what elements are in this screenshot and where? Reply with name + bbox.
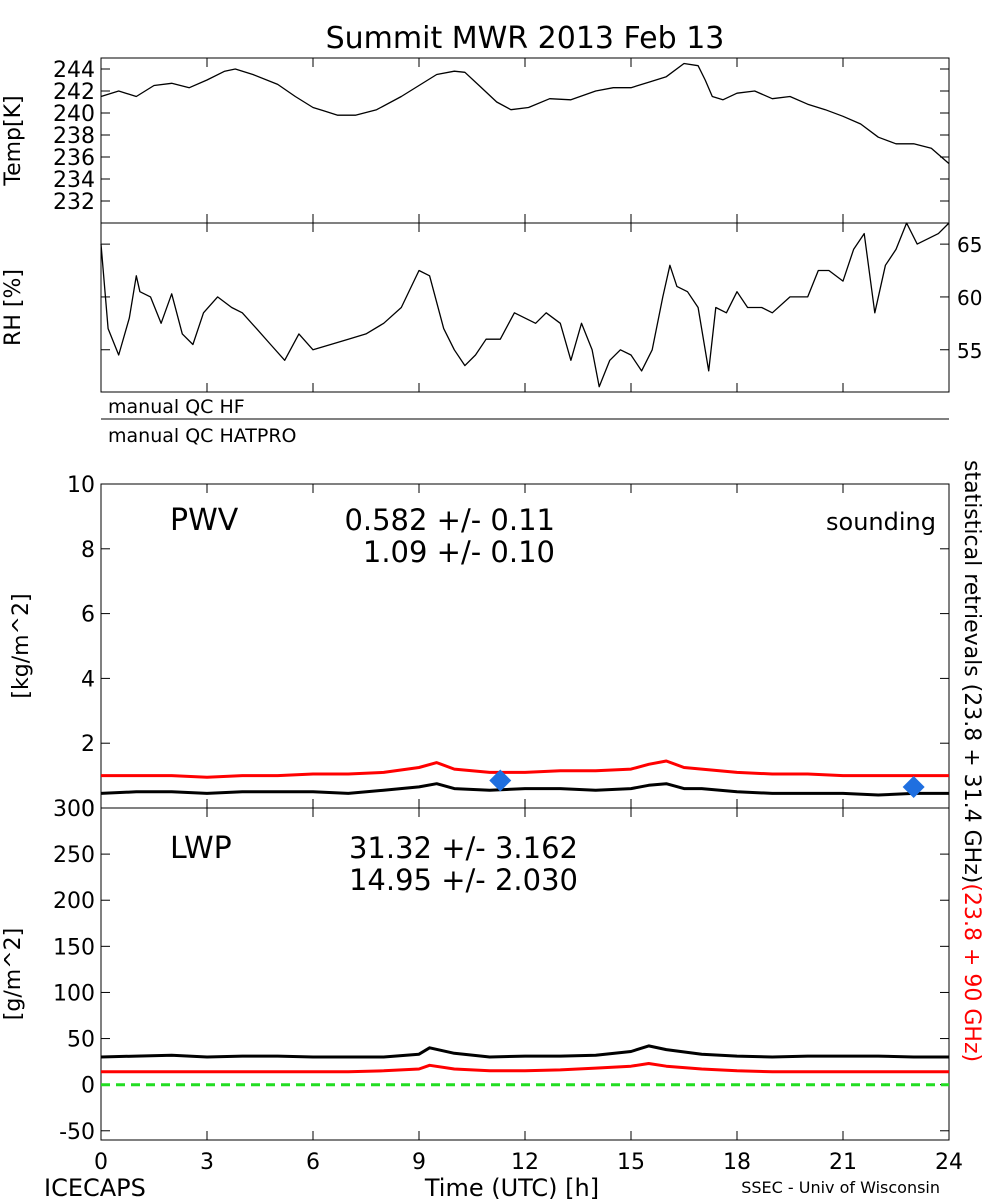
x-tick-label: 12 bbox=[511, 1150, 539, 1175]
temp-ytick-label: 234 bbox=[53, 168, 95, 193]
temp-frame bbox=[100, 57, 950, 224]
lwp-ytick-label: 150 bbox=[53, 935, 95, 960]
lwp-ytick-label: -50 bbox=[59, 1120, 95, 1145]
right-label-part-1: (23.8 + 90 GHz) bbox=[959, 883, 984, 1062]
rh-ytick-label: 65 bbox=[957, 233, 982, 257]
x-tick-label: 24 bbox=[935, 1150, 963, 1175]
x-tick-label: 0 bbox=[94, 1150, 108, 1175]
temp-ytick-label: 240 bbox=[53, 102, 95, 127]
temp-ytick-label: 242 bbox=[53, 80, 95, 105]
right-vertical-label: statistical retrievals (23.8 + 31.4 GHz)… bbox=[959, 460, 984, 1062]
lwp-ytick-label: 300 bbox=[53, 797, 95, 822]
x-tick-label: 9 bbox=[412, 1150, 426, 1175]
temp-ytick-label: 244 bbox=[53, 58, 95, 83]
pwv-series-line-1 bbox=[101, 759, 949, 779]
rh-panel: 55 60 65 RH [%] bbox=[1, 222, 982, 393]
lwp-stat-annotation: 14.95 +/- 2.030 bbox=[349, 863, 578, 897]
temp-ytick-label: 238 bbox=[53, 124, 95, 149]
temp-ytick-label: 236 bbox=[53, 146, 95, 171]
right-label-part-0: statistical retrievals (23.8 + 31.4 GHz) bbox=[959, 460, 984, 883]
rh-frame bbox=[100, 222, 950, 393]
x-tick-label: 21 bbox=[829, 1150, 857, 1175]
pwv-panel-title: PWV bbox=[170, 503, 239, 538]
qc-strip: manual QC HF manual QC HATPRO bbox=[101, 396, 949, 447]
lwp-panel: -50 0 50 100 150 200 250 300 [g/m^2] LWP 31.32 +/-… bbox=[1, 797, 950, 1145]
pwv-sounding-marker bbox=[489, 769, 512, 792]
pwv-sounding-marker bbox=[902, 775, 925, 798]
lwp-ytick-label: 250 bbox=[53, 843, 95, 868]
x-tick-label: 18 bbox=[723, 1150, 751, 1175]
pwv-ylabel: [kg/m^2] bbox=[9, 593, 34, 698]
pwv-stat-annotation: 1.09 +/- 0.10 bbox=[363, 535, 555, 569]
x-tick-label: 15 bbox=[617, 1150, 645, 1175]
rh-ytick-label: 55 bbox=[957, 339, 982, 363]
qc-flag-hf: manual QC HF bbox=[108, 396, 245, 418]
lwp-series-line-0 bbox=[100, 1044, 949, 1059]
pwv-ytick-label: 0 bbox=[81, 797, 95, 822]
pwv-legend-sounding: sounding bbox=[826, 508, 936, 536]
pwv-stat-annotation: 0.582 +/- 0.11 bbox=[344, 503, 555, 537]
pwv-ytick-label: 6 bbox=[81, 603, 95, 628]
pwv-series-line-0 bbox=[100, 782, 949, 797]
lwp-ytick-label: 50 bbox=[67, 1028, 95, 1053]
x-tick-label: 6 bbox=[306, 1150, 320, 1175]
chart-title: Summit MWR 2013 Feb 13 bbox=[326, 21, 725, 56]
qc-flag-hatpro: manual QC HATPRO bbox=[108, 425, 297, 447]
footer-right: SSEC - Univ of Wisconsin bbox=[741, 1178, 940, 1197]
pwv-panel: 0 2 4 6 8 10 [kg/m^2] PWV 0.582 +/- 0.111.09 +/-… bbox=[9, 473, 950, 822]
rh-ylabel: RH [%] bbox=[1, 269, 26, 346]
lwp-ytick-label: 100 bbox=[53, 981, 95, 1006]
temp-ytick-label: 232 bbox=[53, 190, 95, 215]
rh-series-line-0 bbox=[100, 222, 950, 388]
lwp-ylabel: [g/m^2] bbox=[1, 928, 26, 1020]
x-tick-label: 3 bbox=[200, 1150, 214, 1175]
x-axis-label: Time (UTC) [h] bbox=[424, 1174, 599, 1200]
pwv-ytick-label: 2 bbox=[81, 732, 95, 757]
temp-ylabel: Temp[K] bbox=[1, 95, 26, 186]
pwv-ytick-label: 8 bbox=[81, 538, 95, 563]
lwp-ytick-label: 0 bbox=[81, 1074, 95, 1099]
temp-series-line-0 bbox=[100, 62, 950, 165]
lwp-series-line-1 bbox=[101, 1062, 949, 1074]
pwv-ytick-label: 4 bbox=[81, 667, 95, 692]
footer-left: ICECAPS bbox=[44, 1174, 146, 1200]
lwp-ytick-label: 200 bbox=[53, 889, 95, 914]
pwv-ytick-label: 10 bbox=[67, 473, 95, 498]
rh-ytick-label: 60 bbox=[957, 286, 982, 310]
lwp-panel-title: LWP bbox=[170, 831, 232, 866]
lwp-stat-annotation: 31.32 +/- 3.162 bbox=[349, 831, 578, 865]
